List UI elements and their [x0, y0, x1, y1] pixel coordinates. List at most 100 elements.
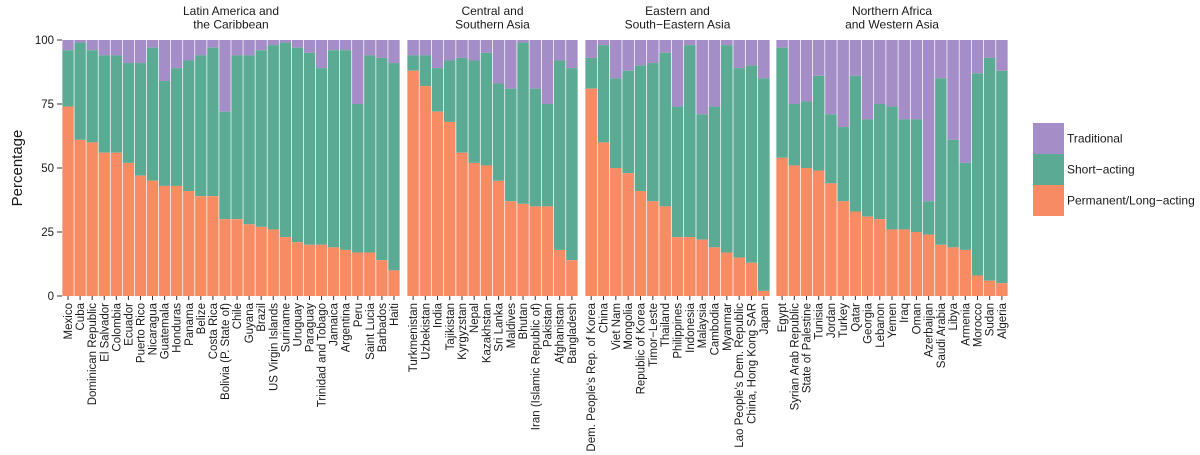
bar-short-acting-brazil	[255, 50, 267, 227]
bar-permanent-bangladesh	[566, 260, 578, 296]
panel-title: Northern Africa	[852, 4, 932, 18]
x-tick-label: Tajikistan	[445, 303, 457, 350]
x-tick-label: Azerbaijan	[924, 303, 936, 357]
bar-short-acting-armenia	[959, 162, 972, 250]
legend-swatch	[1033, 123, 1064, 154]
bar-short-acting-georgia	[861, 119, 874, 217]
bar-traditional-lebanon	[874, 40, 886, 104]
bar-short-acting-sudan	[983, 57, 996, 281]
bar-short-acting-india	[431, 68, 444, 112]
bar-traditional-cuba	[74, 40, 86, 43]
x-tick-label: Iraq	[899, 303, 911, 323]
bar-permanent-china-hong-kong-sar	[745, 262, 758, 296]
bar-traditional-egypt	[776, 40, 788, 48]
x-tick-label: Qatar	[850, 303, 862, 332]
legend-item-permanent-long-acting: Permanent/Long−acting	[1033, 185, 1195, 216]
bar-traditional-ecuador	[122, 40, 135, 64]
x-tick-label: Georgia	[863, 302, 875, 344]
bar-traditional-yemen	[886, 40, 898, 107]
bar-short-acting-libya	[947, 139, 959, 248]
bar-permanent-dem-people-s-rep-of-korea	[585, 88, 597, 296]
bar-permanent-brazil	[255, 226, 267, 296]
bar-permanent-mongolia	[622, 173, 634, 296]
x-tick-label: Belize	[196, 303, 208, 334]
bar-permanent-maldives	[505, 201, 517, 296]
x-tick-label: Turkmenistan	[408, 303, 420, 372]
bar-permanent-nepal	[468, 162, 480, 296]
bar-short-acting-trinidad-and-tobago	[315, 68, 328, 245]
x-tick-label: Lao People's Dem. Republic	[734, 303, 746, 448]
bar-permanent-bhutan	[517, 203, 529, 296]
legend-item-traditional: Traditional	[1033, 123, 1123, 154]
x-tick-label: Chile	[232, 303, 244, 329]
bar-traditional-bhutan	[517, 40, 529, 43]
x-tick-label: Malaysia	[697, 302, 709, 348]
x-tick-label: Syrian Arab Republic	[789, 303, 801, 411]
x-tick-label: Yemen	[887, 303, 899, 338]
x-tick-label: Costa Rica	[208, 302, 220, 359]
bar-permanent-cambodia	[708, 247, 721, 296]
bar-traditional-morocco	[971, 40, 984, 74]
bar-traditional-barbados	[376, 40, 388, 58]
bar-short-acting-qatar	[849, 75, 862, 212]
x-tick-label: Guyana	[244, 302, 256, 343]
bar-traditional-turkey	[837, 40, 849, 128]
bar-traditional-argentina	[340, 40, 352, 51]
bar-short-acting-timor-leste	[647, 63, 659, 202]
bar-permanent-nicaragua	[146, 180, 159, 296]
bar-permanent-peru	[352, 252, 364, 296]
bar-traditional-el-salvador	[98, 40, 110, 56]
bar-permanent-pakistan	[541, 206, 554, 296]
x-tick-label: Pakistan	[542, 303, 554, 347]
bar-short-acting-jamaica	[327, 50, 340, 248]
bar-permanent-india	[431, 111, 444, 297]
bar-permanent-egypt	[776, 157, 788, 296]
bar-short-acting-bangladesh	[566, 68, 578, 261]
bar-permanent-sri-lanka	[492, 180, 505, 296]
bar-short-acting-argentina	[340, 50, 352, 250]
bar-permanent-argentina	[340, 249, 352, 296]
bar-traditional-china-hong-kong-sar	[745, 40, 758, 66]
bar-short-acting-mongolia	[622, 70, 634, 174]
x-tick-label: Nicaragua	[148, 302, 160, 355]
bar-traditional-libya	[947, 40, 959, 140]
bar-traditional-maldives	[505, 40, 517, 89]
x-tick-label: Peru	[353, 303, 365, 327]
x-tick-label: China, Hong Kong SAR	[747, 303, 759, 424]
y-axis-title: Percentage	[9, 130, 26, 207]
x-tick-label: Sri Lanka	[494, 302, 506, 351]
bar-permanent-us-virgin-islands	[267, 229, 279, 296]
bar-permanent-uzbekistan	[419, 86, 432, 296]
bar-permanent-japan	[758, 290, 770, 296]
bar-short-acting-dominican-republic	[86, 50, 98, 143]
x-tick-label: Jamaica	[329, 302, 341, 345]
bar-short-acting-nepal	[468, 60, 480, 163]
bar-permanent-iraq	[898, 229, 910, 296]
bar-permanent-guatemala	[158, 185, 171, 296]
bar-permanent-ecuador	[122, 162, 135, 296]
x-tick-label: US Virgin Islands	[268, 303, 280, 391]
bar-permanent-uruguay	[291, 242, 304, 296]
bar-permanent-georgia	[861, 216, 874, 296]
bar-short-acting-panama	[183, 60, 195, 192]
bar-permanent-china	[597, 142, 610, 296]
bar-short-acting-syrian-arab-republic	[788, 104, 801, 166]
bar-permanent-timor-leste	[647, 201, 659, 296]
panel-title: Eastern and	[645, 4, 710, 18]
bar-permanent-kyrgyzstan	[456, 152, 468, 296]
bar-short-acting-lebanon	[874, 104, 886, 220]
bar-traditional-syrian-arab-republic	[788, 40, 801, 104]
x-tick-label: Armenia	[960, 302, 972, 345]
bar-short-acting-us-virgin-islands	[267, 45, 279, 230]
bar-traditional-turkmenistan	[407, 40, 419, 56]
bar-permanent-saudi-arabia	[935, 244, 947, 296]
bar-short-acting-maldives	[505, 88, 517, 202]
bar-permanent-sudan	[983, 280, 996, 296]
bar-short-acting-afghanistan	[553, 60, 566, 250]
bar-permanent-indonesia	[684, 237, 696, 296]
bar-permanent-jordan	[825, 183, 837, 296]
x-tick-label: Honduras	[172, 303, 184, 353]
bar-permanent-turkey	[837, 201, 849, 296]
bar-short-acting-cuba	[74, 42, 86, 140]
